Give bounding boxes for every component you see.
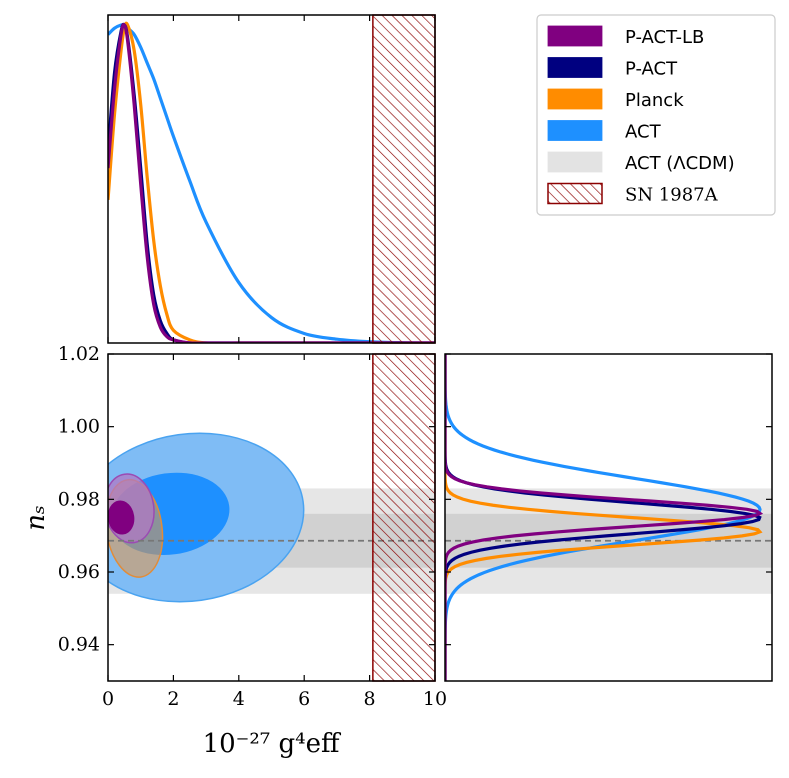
y-axis-title: nₛ (21, 505, 51, 531)
x-axis-title: 10⁻²⁷ g⁴eff (203, 729, 342, 759)
contour-panel: 0 2 4 6 8 10 0.94 0.96 0.98 1.00 1.02 (58, 343, 447, 710)
sn1987a-exclusion-main (372, 353, 436, 682)
legend: P-ACT-LB P-ACT Planck ACT ACT (ΛCDM) SN 1987A (536, 14, 776, 216)
legend-swatch-sn-1987a (547, 182, 603, 205)
sn1987a-exclusion-top (372, 14, 436, 344)
top-marginal-panel (107, 14, 436, 344)
legend-label-planck: Planck (625, 90, 684, 111)
contour-panel-ticks: 0 2 4 6 8 10 0.94 0.96 0.98 1.00 1.02 (58, 343, 447, 710)
x-tick-label: 6 (298, 688, 310, 710)
right-curve-p-act-lb (445, 354, 764, 681)
right-panel-frame (444, 353, 773, 682)
legend-label-p-act: P-ACT (625, 59, 678, 80)
contour-panel-frame (107, 353, 436, 682)
y-tick-label: 1.00 (58, 416, 100, 438)
y-tick-label: 0.94 (58, 634, 100, 656)
contour-p-act-lb-68 (108, 500, 135, 535)
x-tick-label: 8 (364, 688, 376, 710)
legend-label-sn-1987a: SN 1987A (625, 185, 719, 206)
y-tick-label: 0.98 (58, 488, 100, 510)
legend-swatch-p-act (547, 57, 603, 78)
legend-swatch-act (547, 120, 603, 141)
top-panel-ticks (107, 15, 436, 343)
right-curves-group (445, 354, 772, 681)
right-marginal-panel (444, 353, 773, 682)
y-tick-label: 1.02 (58, 343, 100, 365)
legend-label-act: ACT (625, 122, 662, 143)
legend-label-p-act-lb: P-ACT-LB (625, 27, 704, 48)
legend-label-act-cdm-: ACT (ΛCDM) (625, 153, 735, 174)
top-panel-frame (107, 14, 436, 344)
right-curve-p-act (445, 354, 762, 681)
x-tick-label: 4 (233, 688, 245, 710)
legend-swatch-p-act-lb (547, 25, 603, 47)
y-tick-label: 0.96 (58, 561, 100, 583)
x-tick-label: 0 (102, 688, 114, 710)
right-curve-planck (445, 354, 763, 681)
legend-swatch-act-cdm- (547, 151, 603, 173)
x-tick-label: 10 (423, 688, 447, 710)
right-panel-ticks (445, 353, 772, 646)
legend-swatch-planck (547, 88, 603, 110)
top-curves-group (108, 21, 435, 343)
top-curve-p-act-lb (108, 22, 435, 343)
x-tick-label: 2 (167, 688, 179, 710)
